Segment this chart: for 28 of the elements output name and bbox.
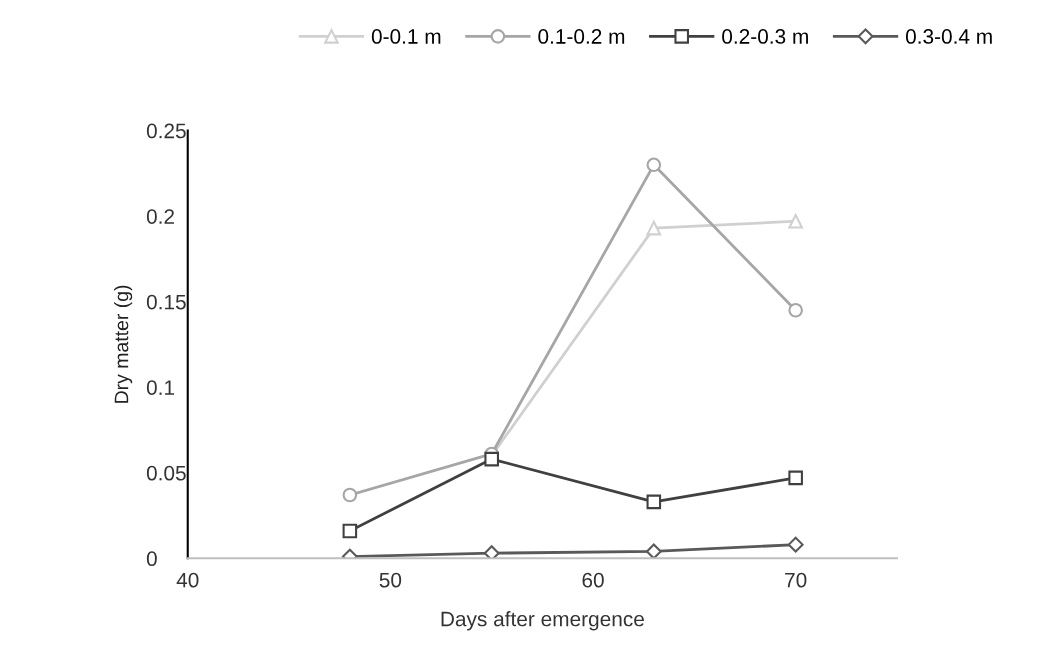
x-axis-title: Days after emergence	[441, 611, 644, 631]
point	[788, 470, 803, 486]
point	[484, 451, 499, 467]
point	[483, 545, 500, 559]
point	[787, 536, 804, 553]
point	[645, 543, 662, 559]
y-axis-title: Dry matter (g)	[114, 285, 133, 403]
y-tick-label: 0.25	[146, 123, 186, 139]
legend-label: 0-0.1 m	[371, 29, 441, 44]
y-tick-label: 0.15	[146, 294, 186, 310]
legend-label: 0.2-0.3 m	[722, 29, 808, 44]
y-tick-label: 0.05	[146, 465, 186, 481]
point	[342, 487, 358, 503]
y-tick-label: 0	[146, 551, 157, 567]
point	[646, 220, 662, 236]
x-tick-label: 60	[582, 572, 604, 588]
x-tick-label: 70	[785, 572, 807, 588]
point	[788, 213, 803, 229]
legend-label: 0.1-0.2 m	[538, 29, 625, 44]
point	[646, 157, 662, 173]
y-tick-label: 0.2	[146, 209, 174, 224]
point	[788, 302, 803, 318]
y-tick-label: 0.1	[146, 380, 175, 395]
legend-label: 0.3-0.4 m	[905, 29, 992, 44]
point	[342, 523, 358, 539]
point	[646, 494, 662, 510]
x-tick-label: 50	[379, 572, 402, 588]
x-tick-label: 40	[176, 572, 199, 588]
